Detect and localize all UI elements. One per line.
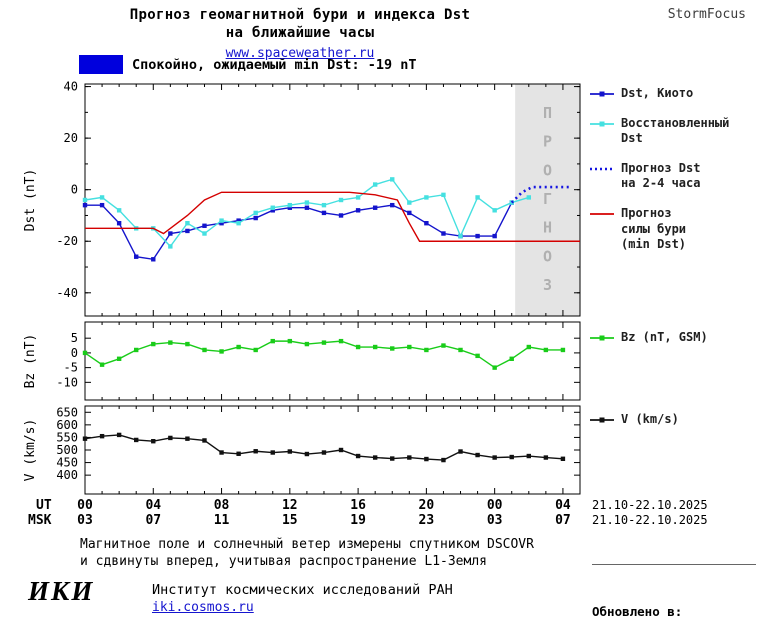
legend-dst: Dst, Киото Восстановленный Dst Прогноз Dst…: [589, 86, 757, 253]
forecast-watermark-letter: З: [543, 276, 552, 294]
page-title-line2: на ближайшие часы: [225, 25, 375, 42]
plot-frame: [84, 83, 581, 317]
dst-kyoto-legend-sample-icon: [590, 91, 614, 97]
dst-restored-legend-sample-icon: [590, 121, 614, 127]
y-tick-label: 650: [56, 405, 78, 419]
forecast-watermark-letter: Г: [543, 190, 552, 208]
y-axis-title: Dst (nT): [23, 169, 38, 232]
y-tick-label: -5: [64, 361, 78, 375]
series-v: [82, 432, 566, 463]
iki-logo: ИКИ: [28, 576, 95, 606]
legend-label: Bz (nT, GSM): [621, 330, 708, 344]
bz-legend-sample-icon: [590, 335, 614, 341]
forecast-watermark-letter: Н: [543, 219, 552, 237]
legend-entry-storm-forecast: Прогноз силы бури (min Dst): [589, 206, 757, 253]
legend-label: V (km/s): [621, 412, 679, 426]
legend-label: Восстановленный Dst: [621, 115, 730, 146]
ut-tick-label: 04: [555, 498, 571, 513]
page-header: Прогноз геомагнитной бури и индекса Dst …: [30, 6, 570, 63]
legend-entry-dst-forecast: Прогноз Dst на 2-4 часа: [589, 161, 757, 192]
ut-tick-label: 12: [282, 498, 298, 513]
series-storm-forecast: [85, 191, 580, 242]
legend-entry-dst-kyoto: Dst, Киото: [589, 86, 757, 102]
y-axis-title: Bz (nT): [23, 334, 38, 389]
updated-block: Обновлено в: UT 00:05, 22.10.2025 MSK 03…: [592, 564, 756, 620]
legend-entry-dst-restored: Восстановленный Dst: [589, 116, 757, 147]
msk-tick-label: 11: [214, 513, 230, 528]
ut-tick-label: 04: [145, 498, 161, 513]
date-range-ut: 21.10-22.10.2025: [592, 498, 708, 512]
ut-tick-label: 08: [214, 498, 230, 513]
spaceweather-link[interactable]: www.spaceweather.ru: [225, 46, 375, 62]
y-tick-label: 400: [56, 468, 78, 482]
y-tick-label: 40: [64, 80, 78, 94]
legend-label: Прогноз Dst на 2-4 часа: [621, 160, 701, 191]
y-tick-label: 600: [56, 418, 78, 432]
ut-axis-label: UT: [36, 498, 52, 513]
ut-tick-label: 16: [350, 498, 366, 513]
forecast-watermark-letter: П: [543, 104, 552, 122]
legend-v: V (km/s): [589, 412, 757, 428]
legend-label: Прогноз силы бури (min Dst): [621, 205, 687, 252]
series-bz: [82, 338, 566, 370]
legend-entry-v: V (km/s): [589, 412, 757, 428]
status-banner: Спокойно, ожидаемый min Dst: -19 nT: [79, 55, 416, 74]
footer-note-line1: Магнитное поле и солнечный ветер измерен…: [80, 537, 534, 552]
msk-tick-label: 15: [282, 513, 298, 528]
panel-bz: 50-5-10 Bz (nT): [23, 321, 581, 401]
y-tick-label: 5: [71, 331, 78, 345]
plot-frame: [84, 405, 581, 495]
msk-tick-label: 23: [419, 513, 435, 528]
legend-entry-bz: Bz (nT, GSM): [589, 330, 757, 346]
ut-tick-label: 20: [419, 498, 435, 513]
page-title-line1: Прогноз геомагнитной бури и индекса Dst: [129, 7, 471, 23]
status-color-swatch: [79, 55, 123, 74]
storm-forecast-legend-sample-icon: [590, 213, 614, 215]
forecast-watermark-letter: О: [543, 161, 552, 179]
date-range-msk: 21.10-22.10.2025: [592, 513, 708, 527]
msk-tick-label: 07: [555, 513, 571, 528]
y-tick-label: 20: [64, 131, 78, 145]
forecast-watermark-letter: Р: [543, 133, 552, 151]
brand-stormfocus: StormFocus: [667, 7, 746, 22]
msk-tick-label: 07: [145, 513, 161, 528]
dst-forecast-legend-sample-icon: [590, 167, 614, 171]
msk-tick-label: 19: [350, 513, 366, 528]
msk-tick-label: 03: [487, 513, 503, 528]
y-axis-title: V (km/s): [23, 419, 38, 482]
msk-axis-label: MSK: [28, 513, 52, 528]
v-legend-sample-icon: [590, 417, 614, 423]
forecast-watermark-letter: О: [543, 247, 552, 265]
msk-tick-label: 03: [77, 513, 93, 528]
status-text: Спокойно, ожидаемый min Dst: -19 nT: [132, 56, 417, 73]
updated-label: Обновлено в:: [592, 603, 683, 619]
series-dst-restored: [82, 177, 531, 249]
y-tick-label: 500: [56, 443, 78, 457]
plot-frame: [84, 321, 581, 401]
ut-tick-label: 00: [487, 498, 503, 513]
legend-bz: Bz (nT, GSM): [589, 330, 757, 346]
y-tick-label: 0: [71, 346, 78, 360]
y-tick-label: -20: [56, 234, 78, 248]
institute-link[interactable]: iki.cosmos.ru: [152, 600, 254, 615]
series-dst-forecast: [510, 185, 570, 204]
y-tick-label: -10: [56, 375, 78, 389]
forecast-region: [515, 84, 580, 316]
footer-note-line2: и сдвинуты вперед, учитывая распростране…: [80, 554, 487, 569]
legend-label: Dst, Киото: [621, 86, 694, 100]
y-tick-label: 0: [71, 183, 78, 197]
institute-name: Институт космических исследований РАН: [152, 582, 453, 598]
y-tick-label: -40: [56, 286, 78, 300]
y-tick-label: 550: [56, 430, 78, 444]
ut-tick-label: 00: [77, 498, 93, 513]
y-tick-label: 450: [56, 456, 78, 470]
